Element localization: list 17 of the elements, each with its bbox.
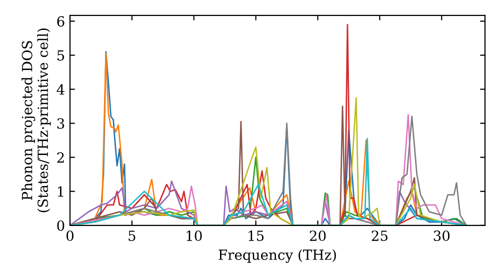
y-tick-label: 2 bbox=[57, 152, 64, 163]
y-axis-title: Phonon projected DOS (States/THz·primitive cell) bbox=[22, 28, 51, 212]
y-tick-label: 1 bbox=[58, 186, 64, 197]
y-tick-label: 5 bbox=[57, 50, 64, 61]
y-tick-label: 3 bbox=[57, 118, 64, 129]
line-series bbox=[70, 138, 468, 226]
y-tick-label: 6 bbox=[57, 16, 64, 27]
x-tick-label: 25 bbox=[372, 230, 388, 242]
x-tick-label: 30 bbox=[434, 230, 450, 242]
x-tick-label: 5 bbox=[128, 230, 136, 242]
y-tick-label: 4 bbox=[56, 84, 64, 95]
x-axis-title: Frequency (THz) bbox=[218, 249, 336, 263]
x-tick-label: 0 bbox=[66, 230, 74, 242]
y-tick-label: 0 bbox=[57, 220, 64, 231]
x-tick-label: 15 bbox=[248, 230, 264, 242]
x-tick-label: 20 bbox=[310, 230, 326, 242]
x-tick-label: 10 bbox=[186, 230, 202, 242]
